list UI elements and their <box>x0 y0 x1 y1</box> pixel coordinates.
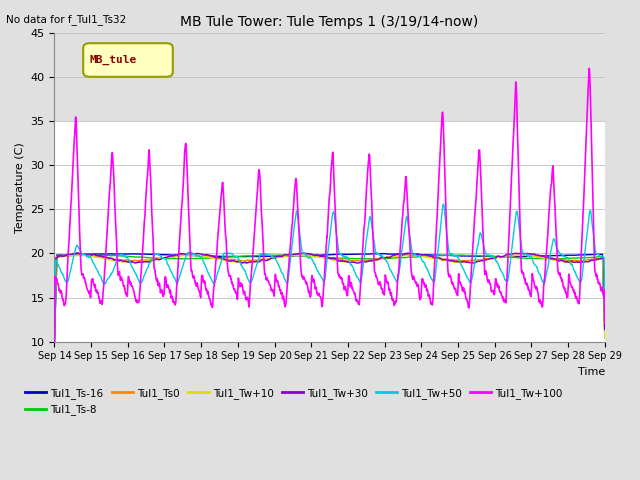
Title: MB Tule Tower: Tule Temps 1 (3/19/14-now): MB Tule Tower: Tule Temps 1 (3/19/14-now… <box>180 15 479 29</box>
Text: No data for f_Tul1_Ts32: No data for f_Tul1_Ts32 <box>6 14 127 25</box>
Bar <box>54 33 605 121</box>
Legend: Tul1_Ts-16, Tul1_Ts-8, Tul1_Ts0, Tul1_Tw+10, Tul1_Tw+30, Tul1_Tw+50, Tul1_Tw+100: Tul1_Ts-16, Tul1_Ts-8, Tul1_Ts0, Tul1_Tw… <box>21 384 567 420</box>
X-axis label: Time: Time <box>577 367 605 377</box>
Text: MB_tule: MB_tule <box>90 55 137 65</box>
Y-axis label: Temperature (C): Temperature (C) <box>15 142 25 233</box>
